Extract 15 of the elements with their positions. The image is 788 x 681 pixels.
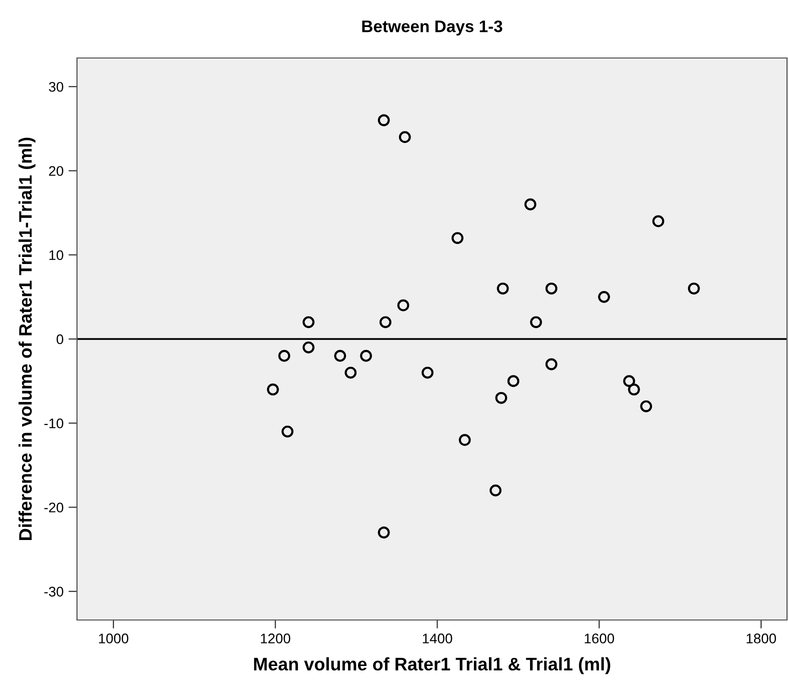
- y-tick-label: 30: [48, 82, 64, 92]
- x-tick-label: 1800: [746, 634, 776, 644]
- y-axis-title: Difference in volume of Rater1 Trial1-Trial1 (ml): [18, 138, 36, 540]
- x-tick-label: 1000: [99, 634, 128, 644]
- x-tick-label: 1200: [260, 634, 290, 644]
- y-tick-label: 20: [49, 166, 64, 176]
- x-tick-label: 1600: [584, 634, 614, 644]
- y-tick-label: -10: [44, 418, 64, 428]
- y-tick-label: -30: [44, 586, 64, 597]
- chart-title: Between Days 1-3: [362, 20, 502, 36]
- y-tick-label: 10: [49, 250, 64, 260]
- y-tick-label: -20: [44, 502, 64, 512]
- y-tick-label: 0: [56, 334, 64, 344]
- x-axis-title: Mean volume of Rater1 Trial1 & Trial1 (ml): [254, 657, 610, 674]
- x-tick-label: 1400: [422, 634, 452, 644]
